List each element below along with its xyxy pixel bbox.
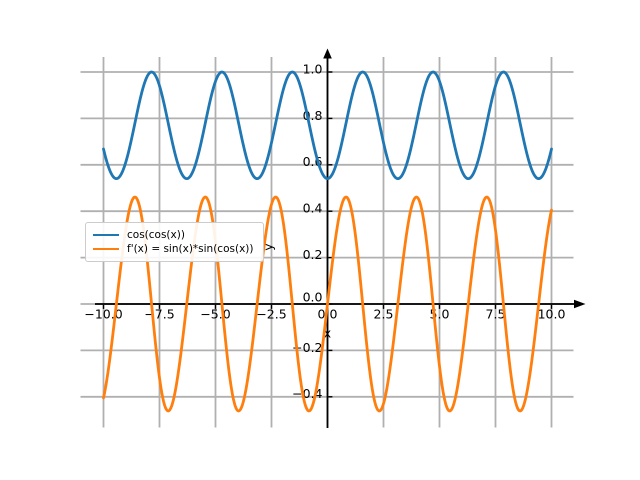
y-tick-label: 0.2 [303, 247, 323, 262]
curves-layer [102, 70, 553, 413]
x-tick-label: 2.5 [374, 307, 394, 322]
legend: cos(cos(x)) f'(x) = sin(x)*sin(cos(x)) [85, 222, 265, 262]
x-tick-label: −2.5 [256, 307, 286, 322]
legend-entry: cos(cos(x)) [93, 228, 253, 242]
series-line-0 [102, 70, 553, 181]
axes-layer [95, 48, 586, 428]
y-axis-arrow-icon [323, 48, 332, 59]
y-axis-label: y [261, 243, 276, 251]
legend-label: cos(cos(x)) [127, 229, 185, 241]
x-axis-arrow-icon [574, 299, 586, 309]
y-tick-label: −0.4 [292, 386, 322, 401]
legend-swatch [93, 248, 119, 250]
legend-label: f'(x) = sin(x)*sin(cos(x)) [127, 243, 254, 255]
x-tick-label: 7.5 [486, 307, 506, 322]
x-tick-label: 10.0 [538, 307, 566, 322]
legend-swatch [93, 234, 119, 236]
legend-entry: f'(x) = sin(x)*sin(cos(x)) [93, 242, 253, 256]
series-line-1 [102, 195, 553, 413]
x-tick-label: −10.0 [84, 307, 122, 322]
y-tick-label: 0.0 [303, 289, 323, 304]
y-tick-label: 1.0 [303, 61, 323, 76]
y-tick-label: 0.4 [303, 201, 323, 216]
y-tick-label: −0.2 [292, 340, 322, 355]
